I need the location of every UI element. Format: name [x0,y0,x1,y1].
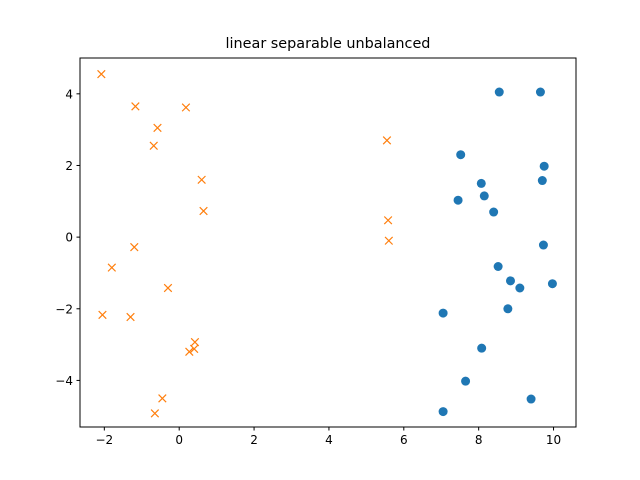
y-tick-label: 4 [65,87,73,101]
x-tick-label: 2 [250,433,258,447]
data-point-class-0 [505,276,515,286]
data-point-class-1 [181,103,191,112]
y-tick-label: −2 [55,302,73,316]
data-point-class-1 [107,263,117,272]
data-point-class-0 [537,176,547,186]
x-axis: −2 0 2 4 6 8 10 [95,427,561,447]
y-tick-label: −4 [55,374,73,388]
x-tick-label: 0 [175,433,183,447]
x-tick-label: 4 [325,433,333,447]
data-point-class-0 [494,87,504,97]
data-point-class-1 [97,69,106,79]
data-point-class-0 [456,150,466,160]
data-point-class-1 [131,102,140,111]
data-point-class-1 [384,236,394,245]
data-point-class-0 [489,207,499,217]
data-point-class-1 [185,347,194,356]
data-point-class-0 [515,283,525,293]
data-point-class-0 [493,262,503,272]
data-point-class-0 [438,308,448,318]
plot-area [97,69,557,418]
data-point-class-1 [190,337,200,347]
data-point-class-1 [382,136,392,145]
data-point-class-0 [539,161,549,171]
data-point-class-0 [461,376,471,386]
axes-frame [79,57,577,428]
data-point-class-1 [149,141,158,150]
data-point-class-1 [199,206,208,216]
data-point-class-0 [479,191,489,201]
data-point-class-1 [197,175,206,185]
chart-title: linear separable unbalanced [226,36,431,52]
data-point-class-1 [130,242,139,252]
y-tick-label: 0 [65,231,73,245]
y-tick-label: 2 [65,159,73,173]
data-point-class-0 [477,343,487,353]
data-point-class-1 [189,344,199,354]
y-axis: −4 −2 0 2 4 [55,87,80,388]
data-point-class-0 [503,304,513,314]
data-point-class-1 [153,123,162,133]
data-point-class-0 [538,240,548,250]
x-tick-label: 8 [475,433,483,447]
data-point-class-1 [383,216,393,225]
data-point-class-1 [150,409,160,418]
data-point-class-1 [98,310,107,320]
x-tick-label: 10 [546,433,561,447]
data-point-class-1 [163,283,173,293]
data-point-class-0 [476,178,486,188]
data-point-class-1 [126,312,135,322]
data-point-class-0 [453,195,463,205]
data-point-class-0 [535,87,545,97]
x-tick-label: 6 [400,433,408,447]
data-point-class-1 [158,394,167,403]
data-point-class-0 [438,407,448,417]
data-point-class-0 [526,394,536,404]
data-point-class-0 [547,279,557,289]
x-tick-label: −2 [95,433,113,447]
